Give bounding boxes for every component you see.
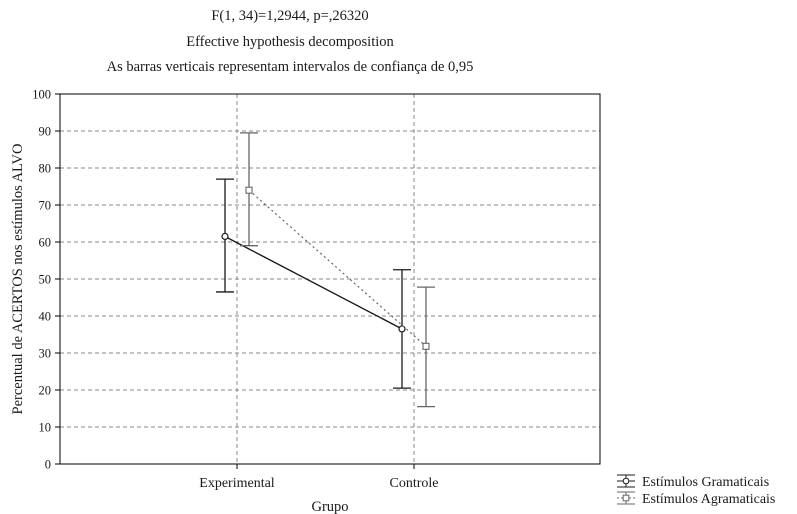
- y-axis-label: Percentual de ACERTOS nos estímulos ALVO: [10, 143, 26, 414]
- series-1: [216, 179, 411, 388]
- y-tick-label: 10: [39, 421, 52, 435]
- legend-marker: [623, 495, 629, 501]
- y-tick-label: 0: [45, 458, 51, 472]
- data-point: [246, 187, 252, 193]
- series-line: [225, 236, 402, 329]
- y-tick-label: 30: [39, 347, 52, 361]
- y-tick-label: 80: [39, 162, 52, 176]
- data-point: [222, 233, 228, 239]
- y-tick-label: 40: [39, 310, 52, 324]
- legend-label: Estímulos Gramaticais: [642, 475, 769, 490]
- y-tick-label: 20: [39, 384, 52, 398]
- grid: [60, 94, 600, 464]
- x-tick-label: Experimental: [199, 476, 275, 491]
- x-axis-label: Grupo: [311, 499, 348, 514]
- legend: Estímulos Gramaticais Estímulos Agramatic…: [617, 475, 775, 507]
- x-tick-label: Controle: [390, 476, 439, 491]
- legend-item: Estímulos Gramaticais: [617, 475, 769, 490]
- y-tick-label: 100: [32, 88, 51, 102]
- y-tick-label: 70: [39, 199, 52, 213]
- y-tick-label: 50: [39, 273, 52, 287]
- series-line: [249, 190, 426, 346]
- series: [216, 133, 435, 407]
- legend-label: Estímulos Agramaticais: [642, 492, 775, 507]
- legend-item: Estímulos Agramaticais: [617, 492, 775, 507]
- y-axis: 0 10 20 30 40 50 60 70 80 90 100: [32, 88, 60, 472]
- y-tick-label: 90: [39, 125, 52, 139]
- y-tick-label: 60: [39, 236, 52, 250]
- legend-marker: [623, 478, 629, 484]
- data-point: [423, 343, 429, 349]
- x-axis: Experimental Controle: [199, 464, 438, 491]
